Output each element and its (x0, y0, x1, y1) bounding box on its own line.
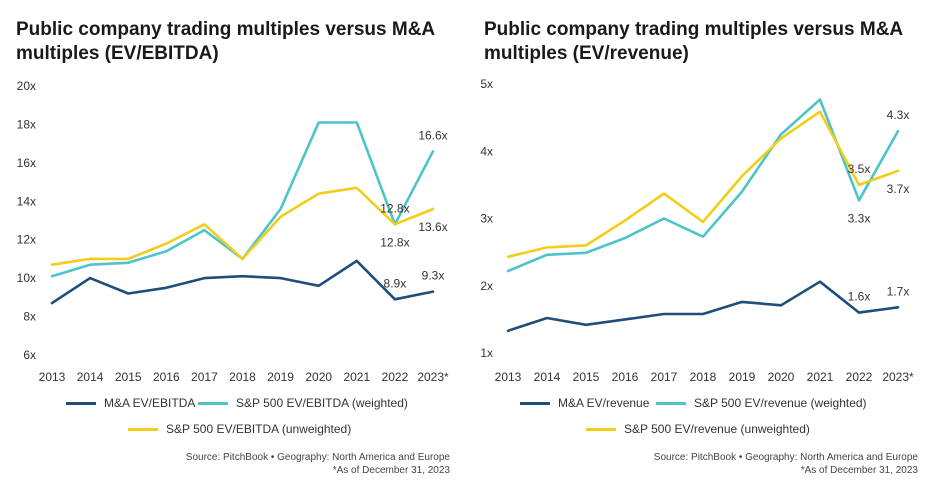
x-tick-label: 2023* (417, 370, 449, 384)
series-line-teal (506, 98, 900, 273)
x-tick-label: 2015 (115, 370, 142, 384)
x-tick-label: 2019 (267, 370, 294, 384)
x-tick-label: 2022 (846, 370, 873, 384)
y-tick-label: 4x (480, 144, 493, 158)
ev-revenue-plot: 1x 2x 3x 4x 5x 2013 2014 2015 2016 2017 2018 2019 20… (480, 77, 914, 384)
y-tick-label: 1x (480, 346, 493, 360)
x-tick-label: 2021 (343, 370, 370, 384)
source-note: Source: PitchBook • Geography: North Ame… (653, 452, 918, 463)
legend-item-weighted: S&P 500 EV/EBITDA (weighted) (198, 396, 408, 410)
y-tick-label: 14x (17, 194, 36, 208)
chart-title: Public company trading multiples versus … (484, 19, 903, 64)
data-label: 3.3x (848, 211, 871, 225)
x-tick-label: 2017 (191, 370, 218, 384)
series-line-yellow (50, 186, 435, 267)
legend-swatch (128, 427, 158, 431)
data-label: 4.3x (887, 108, 910, 122)
legend-swatch (198, 401, 228, 405)
y-tick-label: 12x (17, 233, 36, 247)
x-tick-label: 2023* (882, 370, 914, 384)
data-label: 1.7x (887, 284, 910, 298)
x-tick-label: 2018 (690, 370, 717, 384)
y-tick-label: 6x (23, 348, 36, 362)
x-tick-label: 2022 (382, 370, 409, 384)
data-label: 8.9x (384, 276, 407, 290)
x-tick-label: 2019 (729, 370, 756, 384)
data-label: 13.6x (418, 220, 447, 234)
legend-item-ma: M&A EV/revenue (520, 396, 649, 410)
x-tick-label: 2013 (39, 370, 66, 384)
y-tick-label: 10x (17, 271, 36, 285)
date-note: *As of December 31, 2023 (800, 465, 918, 476)
legend-swatch (656, 401, 686, 405)
data-label: 16.6x (418, 128, 447, 142)
data-label: 3.5x (848, 162, 871, 176)
legend-item-weighted: S&P 500 EV/revenue (weighted) (656, 396, 867, 410)
chart-title: Public company trading multiples versus … (16, 19, 435, 64)
legend-item-unweighted: S&P 500 EV/revenue (unweighted) (586, 422, 810, 436)
x-tick-label: 2016 (612, 370, 639, 384)
x-tick-label: 2020 (305, 370, 332, 384)
y-tick-label: 20x (17, 79, 36, 93)
legend-label: M&A EV/EBITDA (104, 396, 196, 410)
x-tick-label: 2016 (153, 370, 180, 384)
x-tick-label: 2017 (651, 370, 678, 384)
legend-label: S&P 500 EV/EBITDA (unweighted) (166, 422, 352, 436)
ev-ebitda-plot: 6x 8x 10x 12x 14x 16x 18x 20x 2013 2014 2015 2016 20… (17, 79, 449, 384)
source-note: Source: PitchBook • Geography: North Ame… (185, 452, 450, 463)
data-label: 12.8x (380, 235, 409, 249)
legend-label: S&P 500 EV/revenue (unweighted) (624, 422, 810, 436)
legend-label: S&P 500 EV/revenue (weighted) (694, 396, 867, 410)
legend-item-unweighted: S&P 500 EV/EBITDA (unweighted) (128, 422, 351, 436)
y-tick-label: 18x (17, 117, 36, 131)
x-tick-label: 2020 (768, 370, 795, 384)
x-tick-label: 2013 (495, 370, 522, 384)
x-tick-label: 2018 (229, 370, 256, 384)
legend-swatch (586, 427, 616, 431)
series-line-dark (50, 259, 435, 305)
series-line-teal (50, 121, 435, 278)
ev-ebitda-chart: Public company trading multiples versus … (16, 19, 450, 476)
x-tick-label: 2015 (573, 370, 600, 384)
data-label: 9.3x (422, 269, 445, 283)
y-tick-label: 5x (480, 77, 493, 91)
y-tick-label: 16x (17, 156, 36, 170)
data-label: 12.8x (380, 201, 409, 215)
series-line-dark (506, 280, 900, 333)
y-tick-label: 2x (480, 279, 493, 293)
data-label: 1.6x (848, 290, 871, 304)
x-tick-label: 2021 (807, 370, 834, 384)
legend-swatch (520, 401, 550, 405)
date-note: *As of December 31, 2023 (332, 465, 450, 476)
y-tick-label: 8x (23, 310, 36, 324)
data-label: 3.7x (887, 182, 910, 196)
legend-item-ma: M&A EV/EBITDA (66, 396, 195, 410)
ev-revenue-chart: Public company trading multiples versus … (468, 0, 936, 492)
legend-swatch (66, 401, 96, 405)
x-tick-label: 2014 (77, 370, 104, 384)
legend-label: M&A EV/revenue (558, 396, 650, 410)
y-tick-label: 3x (480, 212, 493, 226)
series-line-yellow (506, 110, 900, 259)
legend-label: S&P 500 EV/EBITDA (weighted) (236, 396, 408, 410)
x-tick-label: 2014 (534, 370, 561, 384)
